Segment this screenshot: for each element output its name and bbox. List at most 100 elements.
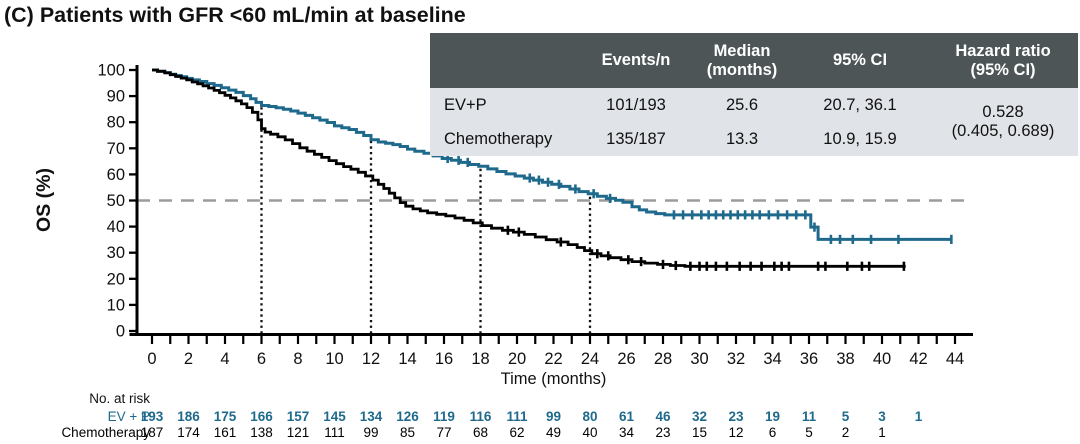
censor-marks-chemotherapy: [506, 225, 906, 271]
svg-text:24: 24: [581, 350, 599, 368]
summary-table: Events/n Median (months) 95% CI Hazard r…: [430, 33, 1078, 156]
svg-text:8: 8: [293, 350, 302, 368]
svg-text:134: 134: [360, 409, 383, 424]
svg-text:28: 28: [654, 350, 672, 368]
svg-text:6: 6: [769, 425, 777, 440]
y-axis: 0 10 20 30 40 50 60 70 80 90 100 OS (%): [33, 62, 139, 341]
summary-header-events: Events/n: [580, 33, 692, 88]
svg-text:161: 161: [214, 425, 237, 440]
svg-text:18: 18: [471, 350, 489, 368]
svg-text:50: 50: [107, 192, 125, 210]
svg-text:EV + P: EV + P: [108, 409, 150, 424]
summary-hazard-ratio-cell: 0.528 (0.405, 0.689): [928, 88, 1078, 156]
svg-text:3: 3: [878, 409, 886, 424]
svg-text:61: 61: [619, 409, 635, 424]
summary-row-chemo-events: 135/187: [580, 122, 692, 156]
summary-row-evp-label: EV+P: [430, 88, 580, 122]
svg-text:40: 40: [873, 350, 891, 368]
svg-text:32: 32: [727, 350, 745, 368]
svg-text:42: 42: [909, 350, 927, 368]
svg-text:100: 100: [97, 62, 125, 80]
svg-text:80: 80: [107, 114, 125, 132]
svg-text:175: 175: [214, 409, 237, 424]
svg-text:68: 68: [473, 425, 488, 440]
svg-text:2: 2: [842, 425, 850, 440]
svg-text:70: 70: [107, 140, 125, 158]
summary-row-evp-median: 25.6: [692, 88, 792, 122]
censor-marks-ev-p: [446, 153, 953, 244]
svg-text:32: 32: [692, 409, 707, 424]
svg-text:26: 26: [617, 350, 635, 368]
svg-text:99: 99: [546, 409, 561, 424]
svg-text:Chemotherapy: Chemotherapy: [61, 425, 150, 440]
svg-text:10: 10: [325, 350, 343, 368]
svg-text:20: 20: [508, 350, 526, 368]
svg-text:90: 90: [107, 88, 125, 106]
svg-text:44: 44: [946, 350, 964, 368]
svg-text:166: 166: [250, 409, 273, 424]
svg-text:10: 10: [107, 296, 125, 314]
landmark-dotted-lines: [260, 105, 592, 334]
summary-header-median: Median (months): [692, 33, 792, 88]
svg-text:22: 22: [544, 350, 562, 368]
km-curve-ev-p: [152, 68, 953, 241]
svg-text:No. at risk: No. at risk: [89, 391, 150, 406]
summary-header-ci: 95% CI: [792, 33, 928, 88]
svg-text:30: 30: [690, 350, 708, 368]
svg-text:116: 116: [470, 409, 492, 424]
svg-text:80: 80: [582, 409, 597, 424]
svg-text:OS (%): OS (%): [33, 168, 55, 232]
svg-text:138: 138: [250, 425, 273, 440]
x-axis: 0 2 4 6 8 10 12 14 16 18 20 22 24 26 28 30 32 34 36 38 40 42 4…: [129, 333, 973, 388]
svg-text:14: 14: [398, 350, 416, 368]
svg-text:99: 99: [363, 425, 378, 440]
svg-text:12: 12: [362, 350, 380, 368]
svg-text:36: 36: [800, 350, 818, 368]
svg-text:157: 157: [287, 409, 310, 424]
svg-text:85: 85: [400, 425, 415, 440]
svg-text:111: 111: [506, 409, 528, 424]
svg-text:46: 46: [655, 409, 671, 424]
svg-text:19: 19: [765, 409, 780, 424]
svg-text:Time (months): Time (months): [501, 370, 607, 388]
svg-text:6: 6: [257, 350, 266, 368]
summary-row-chemo-median: 13.3: [692, 122, 792, 156]
svg-text:119: 119: [433, 409, 455, 424]
svg-text:193: 193: [141, 409, 164, 424]
svg-text:121: 121: [287, 425, 310, 440]
svg-text:145: 145: [323, 409, 346, 424]
svg-text:34: 34: [619, 425, 635, 440]
hazard-ratio-value: 0.528: [982, 103, 1024, 122]
hazard-ratio-ci: (0.405, 0.689): [951, 122, 1055, 140]
svg-text:126: 126: [396, 409, 419, 424]
svg-text:40: 40: [107, 218, 125, 236]
svg-text:77: 77: [436, 425, 451, 440]
svg-text:0: 0: [147, 350, 156, 368]
svg-text:5: 5: [842, 409, 850, 424]
svg-text:11: 11: [802, 409, 817, 424]
svg-text:23: 23: [655, 425, 670, 440]
summary-row-chemo-ci: 10.9, 15.9: [792, 122, 928, 156]
svg-text:40: 40: [582, 425, 597, 440]
km-curve-chemotherapy: [152, 68, 906, 268]
svg-text:23: 23: [728, 409, 744, 424]
svg-text:4: 4: [220, 350, 229, 368]
summary-row-chemo-label: Chemotherapy: [430, 122, 580, 156]
svg-text:186: 186: [177, 409, 200, 424]
svg-text:187: 187: [141, 425, 164, 440]
svg-text:1: 1: [915, 409, 923, 424]
svg-text:12: 12: [728, 425, 743, 440]
svg-text:60: 60: [107, 166, 125, 184]
svg-text:0: 0: [116, 323, 125, 341]
summary-row-evp-ci: 20.7, 36.1: [792, 88, 928, 122]
svg-text:20: 20: [107, 270, 125, 288]
svg-text:111: 111: [324, 425, 345, 440]
svg-text:34: 34: [763, 350, 781, 368]
svg-text:49: 49: [546, 425, 561, 440]
svg-text:16: 16: [435, 350, 453, 368]
figure-title: (C) Patients with GFR <60 mL/min at base…: [4, 3, 466, 27]
svg-text:15: 15: [692, 425, 707, 440]
